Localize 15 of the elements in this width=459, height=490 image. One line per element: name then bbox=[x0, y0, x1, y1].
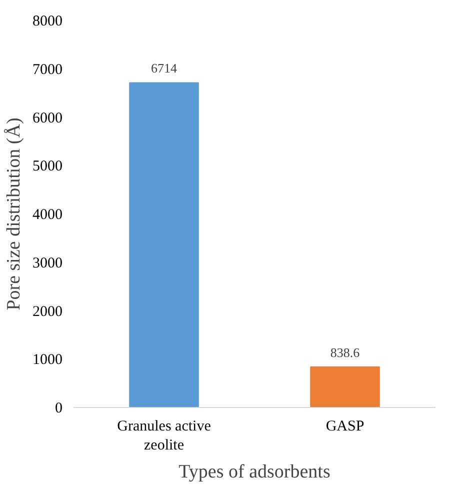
x-axis-title: Types of adsorbents bbox=[178, 462, 330, 483]
y-tick-label: 8000 bbox=[32, 14, 62, 30]
data-label: 838.6 bbox=[330, 344, 360, 360]
x-tick-label: Granules active zeolite bbox=[117, 418, 212, 454]
x-tick-label: GASP bbox=[326, 418, 364, 434]
y-tick-label: 0 bbox=[55, 400, 62, 416]
y-axis-title: Pore size distribution (Å) bbox=[4, 118, 24, 310]
y-tick-label: 2000 bbox=[32, 304, 62, 320]
y-tick-label: 1000 bbox=[32, 352, 62, 368]
y-tick-label: 5000 bbox=[32, 158, 62, 175]
y-tick-label: 4000 bbox=[32, 207, 62, 223]
data-label: 6714 bbox=[151, 60, 178, 76]
y-tick-label: 3000 bbox=[32, 255, 62, 272]
y-tick-label: 7000 bbox=[32, 62, 62, 78]
y-tick-label: 6000 bbox=[32, 110, 62, 126]
